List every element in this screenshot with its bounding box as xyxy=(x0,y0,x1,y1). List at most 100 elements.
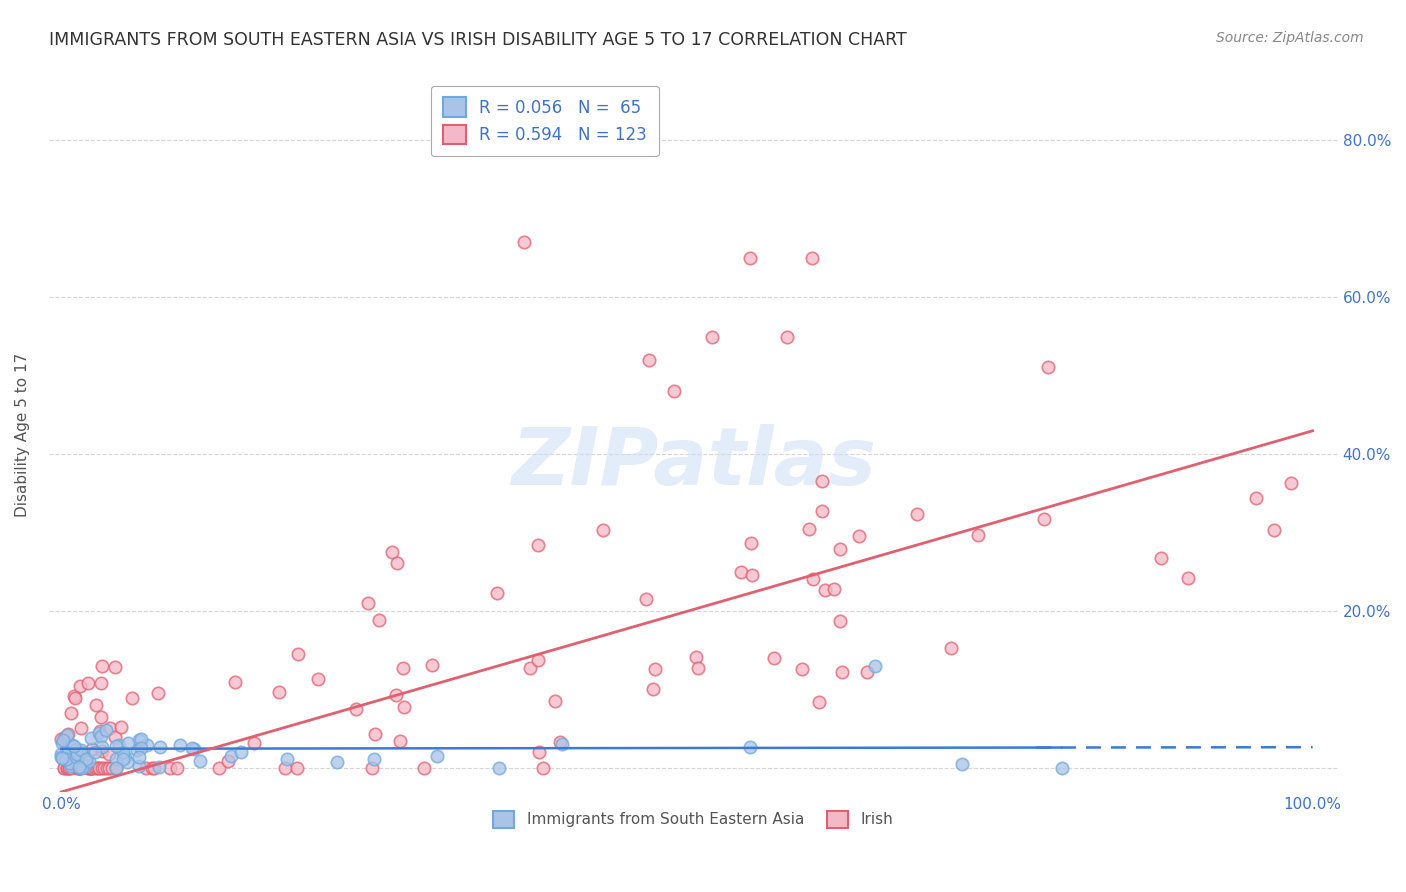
Point xyxy=(55,730,77,744)
Point xyxy=(67,757,90,772)
Point xyxy=(128,758,150,772)
Point xyxy=(131,741,153,756)
Point xyxy=(70,722,93,736)
Point xyxy=(527,538,550,552)
Point xyxy=(485,586,508,600)
Point xyxy=(287,647,309,661)
Point xyxy=(738,739,761,754)
Point xyxy=(60,738,83,752)
Legend: Immigrants from South Eastern Asia, Irish: Immigrants from South Eastern Asia, Iris… xyxy=(486,805,900,834)
Point xyxy=(77,755,100,769)
Point xyxy=(89,726,111,740)
Text: IMMIGRANTS FROM SOUTH EASTERN ASIA VS IRISH DISABILITY AGE 5 TO 17 CORRELATION C: IMMIGRANTS FROM SOUTH EASTERN ASIA VS IR… xyxy=(49,31,907,49)
Point xyxy=(73,748,96,763)
Point xyxy=(325,755,347,769)
Point xyxy=(269,685,291,699)
Point xyxy=(80,761,103,775)
Point xyxy=(56,726,79,740)
Point xyxy=(243,736,266,750)
Point xyxy=(790,662,813,676)
Point xyxy=(66,747,89,761)
Point xyxy=(1033,512,1056,526)
Point xyxy=(56,761,79,775)
Point xyxy=(67,760,90,774)
Point xyxy=(90,761,112,775)
Point xyxy=(686,661,709,675)
Point xyxy=(685,649,707,664)
Point xyxy=(136,739,159,753)
Point xyxy=(53,761,76,775)
Point xyxy=(90,729,112,743)
Point xyxy=(221,748,243,763)
Point xyxy=(148,686,170,700)
Point xyxy=(285,761,308,775)
Point xyxy=(128,732,150,747)
Point xyxy=(426,748,449,763)
Point xyxy=(59,756,82,770)
Point xyxy=(51,736,73,750)
Point xyxy=(307,672,329,686)
Point xyxy=(104,752,127,766)
Point xyxy=(360,761,382,775)
Point xyxy=(276,752,298,766)
Point xyxy=(950,757,973,772)
Point xyxy=(357,596,380,610)
Point xyxy=(592,523,614,537)
Point xyxy=(823,582,845,597)
Point xyxy=(389,734,412,748)
Point xyxy=(169,738,191,752)
Point xyxy=(801,572,824,586)
Point xyxy=(84,745,107,759)
Point xyxy=(67,761,90,775)
Point xyxy=(51,751,73,765)
Y-axis label: Disability Age 5 to 17: Disability Age 5 to 17 xyxy=(15,352,30,516)
Point xyxy=(83,761,105,775)
Point xyxy=(391,660,413,674)
Point xyxy=(98,761,121,775)
Point xyxy=(274,761,297,775)
Point xyxy=(190,754,212,768)
Point xyxy=(56,761,79,775)
Point xyxy=(90,709,112,723)
Point xyxy=(129,732,152,747)
Point xyxy=(53,761,76,775)
Point xyxy=(93,761,115,775)
Point xyxy=(62,739,84,753)
Point xyxy=(814,583,837,598)
Point xyxy=(58,761,80,775)
Point xyxy=(662,384,685,398)
Point xyxy=(808,695,831,709)
Point xyxy=(730,565,752,579)
Point xyxy=(89,724,111,739)
Point xyxy=(224,675,246,690)
Point xyxy=(65,757,87,772)
Point xyxy=(90,740,112,755)
Point xyxy=(55,751,77,765)
Point xyxy=(368,613,391,627)
Point xyxy=(208,761,231,775)
Point xyxy=(830,614,852,628)
Point xyxy=(62,750,84,764)
Point xyxy=(105,761,128,775)
Point xyxy=(77,761,100,775)
Point xyxy=(65,750,87,764)
Point xyxy=(519,661,541,675)
Point xyxy=(148,759,170,773)
Point xyxy=(548,735,571,749)
Point xyxy=(107,739,129,753)
Point xyxy=(831,665,853,680)
Point xyxy=(84,698,107,713)
Point xyxy=(112,752,135,766)
Point xyxy=(738,251,761,265)
Point xyxy=(1263,523,1285,537)
Point xyxy=(941,641,963,656)
Point xyxy=(98,721,121,735)
Point xyxy=(115,755,138,769)
Point xyxy=(799,522,821,536)
Point xyxy=(112,745,135,759)
Point xyxy=(1052,761,1074,775)
Point xyxy=(86,761,108,775)
Point xyxy=(77,676,100,690)
Point xyxy=(87,761,110,775)
Point xyxy=(381,545,404,559)
